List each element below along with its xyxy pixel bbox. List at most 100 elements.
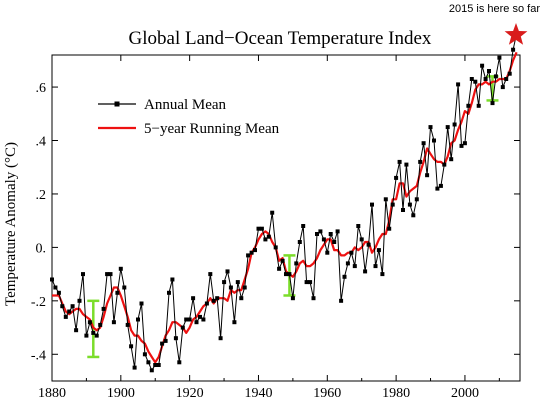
annual-point — [94, 333, 99, 338]
annual-point — [125, 322, 130, 327]
annual-point — [497, 55, 502, 60]
annual-point — [142, 352, 147, 357]
annual-point — [50, 277, 54, 282]
annual-point — [507, 71, 512, 76]
annual-point — [445, 125, 450, 130]
x-tick-label: 1980 — [382, 386, 410, 400]
annual-point — [122, 285, 127, 290]
annual-point — [270, 210, 275, 215]
annual-point — [191, 296, 196, 301]
annual-point — [469, 77, 474, 81]
annual-point — [476, 103, 481, 108]
annual-point — [438, 183, 443, 188]
annual-point — [167, 290, 171, 295]
annual-point — [235, 280, 240, 285]
y-tick-label: 0. — [36, 241, 47, 256]
annual-point — [115, 290, 120, 295]
annual-point — [500, 85, 505, 90]
annual-point — [308, 280, 313, 285]
x-tick-label: 1920 — [176, 386, 204, 400]
annual-point — [146, 360, 151, 365]
annual-point — [335, 229, 340, 234]
annual-point — [277, 266, 282, 271]
annual-point — [81, 272, 85, 277]
annual-point — [74, 328, 79, 333]
annual-point — [70, 304, 75, 309]
annual-point — [222, 280, 227, 285]
annual-point — [211, 298, 216, 303]
legend-annual-marker — [114, 101, 120, 107]
annual-point — [266, 234, 271, 239]
annual-point — [118, 266, 123, 271]
annual-point — [149, 368, 154, 373]
annual-point — [297, 240, 302, 244]
annual-point — [301, 224, 306, 228]
annual-point — [256, 226, 261, 231]
annual-point — [153, 363, 158, 367]
axis-ticks: 1880 1900 1920 1940 1960 1980 2000 -.4 -.2 0. .2 .4… — [31, 55, 520, 401]
annual-point — [232, 320, 237, 325]
annual-point — [339, 298, 344, 303]
annual-point — [356, 224, 361, 228]
plot-frame — [51, 54, 521, 382]
annual-point — [404, 162, 409, 167]
annual-point — [493, 74, 498, 79]
annual-point — [383, 197, 388, 202]
annual-point — [425, 173, 430, 178]
annual-point — [462, 141, 467, 146]
annual-point — [380, 272, 385, 277]
annual-point — [421, 141, 426, 146]
annual-point — [376, 248, 381, 253]
annual-point — [87, 320, 92, 325]
y-axis-label: Temperature Anomaly (°C) — [3, 142, 19, 306]
y-tick-label: .6 — [36, 81, 47, 96]
annual-point — [218, 336, 223, 341]
annual-point — [432, 138, 436, 143]
annual-point — [287, 272, 292, 277]
annual-point — [163, 338, 168, 343]
annual-point — [280, 258, 285, 263]
annual-point — [318, 229, 323, 234]
annual-point — [328, 232, 333, 236]
annual-point — [359, 237, 364, 242]
annotation-text: 2015 is here so far — [449, 3, 540, 15]
annual-point — [304, 280, 309, 285]
annual-mean-layer — [50, 31, 519, 373]
annual-point — [456, 82, 461, 87]
annual-point — [84, 333, 89, 338]
annual-point — [390, 202, 395, 207]
annual-point — [273, 245, 278, 250]
annual-point — [435, 186, 440, 191]
annual-point — [411, 213, 416, 218]
annual-point — [387, 226, 392, 231]
x-tick-label: 1880 — [38, 386, 66, 400]
annual-point — [480, 63, 485, 68]
annual-point — [459, 143, 464, 148]
running-mean-line — [52, 51, 518, 364]
annual-point — [177, 360, 182, 365]
annual-point — [108, 272, 113, 277]
annual-point — [373, 264, 378, 269]
annual-point — [311, 296, 316, 301]
x-tick-label: 2000 — [451, 386, 479, 400]
y-tick-label: -.4 — [31, 348, 46, 363]
annual-point — [315, 232, 319, 236]
annual-point — [428, 125, 433, 130]
annual-point — [53, 285, 58, 290]
annual-mean-line — [51, 33, 518, 371]
y-tick-label: -.2 — [31, 295, 46, 310]
annual-point — [504, 77, 509, 81]
annual-point — [194, 320, 199, 325]
uncertainty-bars — [87, 75, 499, 359]
annual-point — [101, 306, 106, 311]
annual-point — [239, 296, 244, 301]
x-tick-label: 1900 — [107, 386, 135, 400]
annual-point — [414, 197, 419, 202]
annual-point — [208, 272, 213, 277]
annual-point — [449, 157, 454, 162]
annual-point — [473, 79, 478, 84]
annual-point — [345, 261, 350, 266]
annual-point — [370, 202, 374, 207]
annual-point — [98, 322, 103, 327]
